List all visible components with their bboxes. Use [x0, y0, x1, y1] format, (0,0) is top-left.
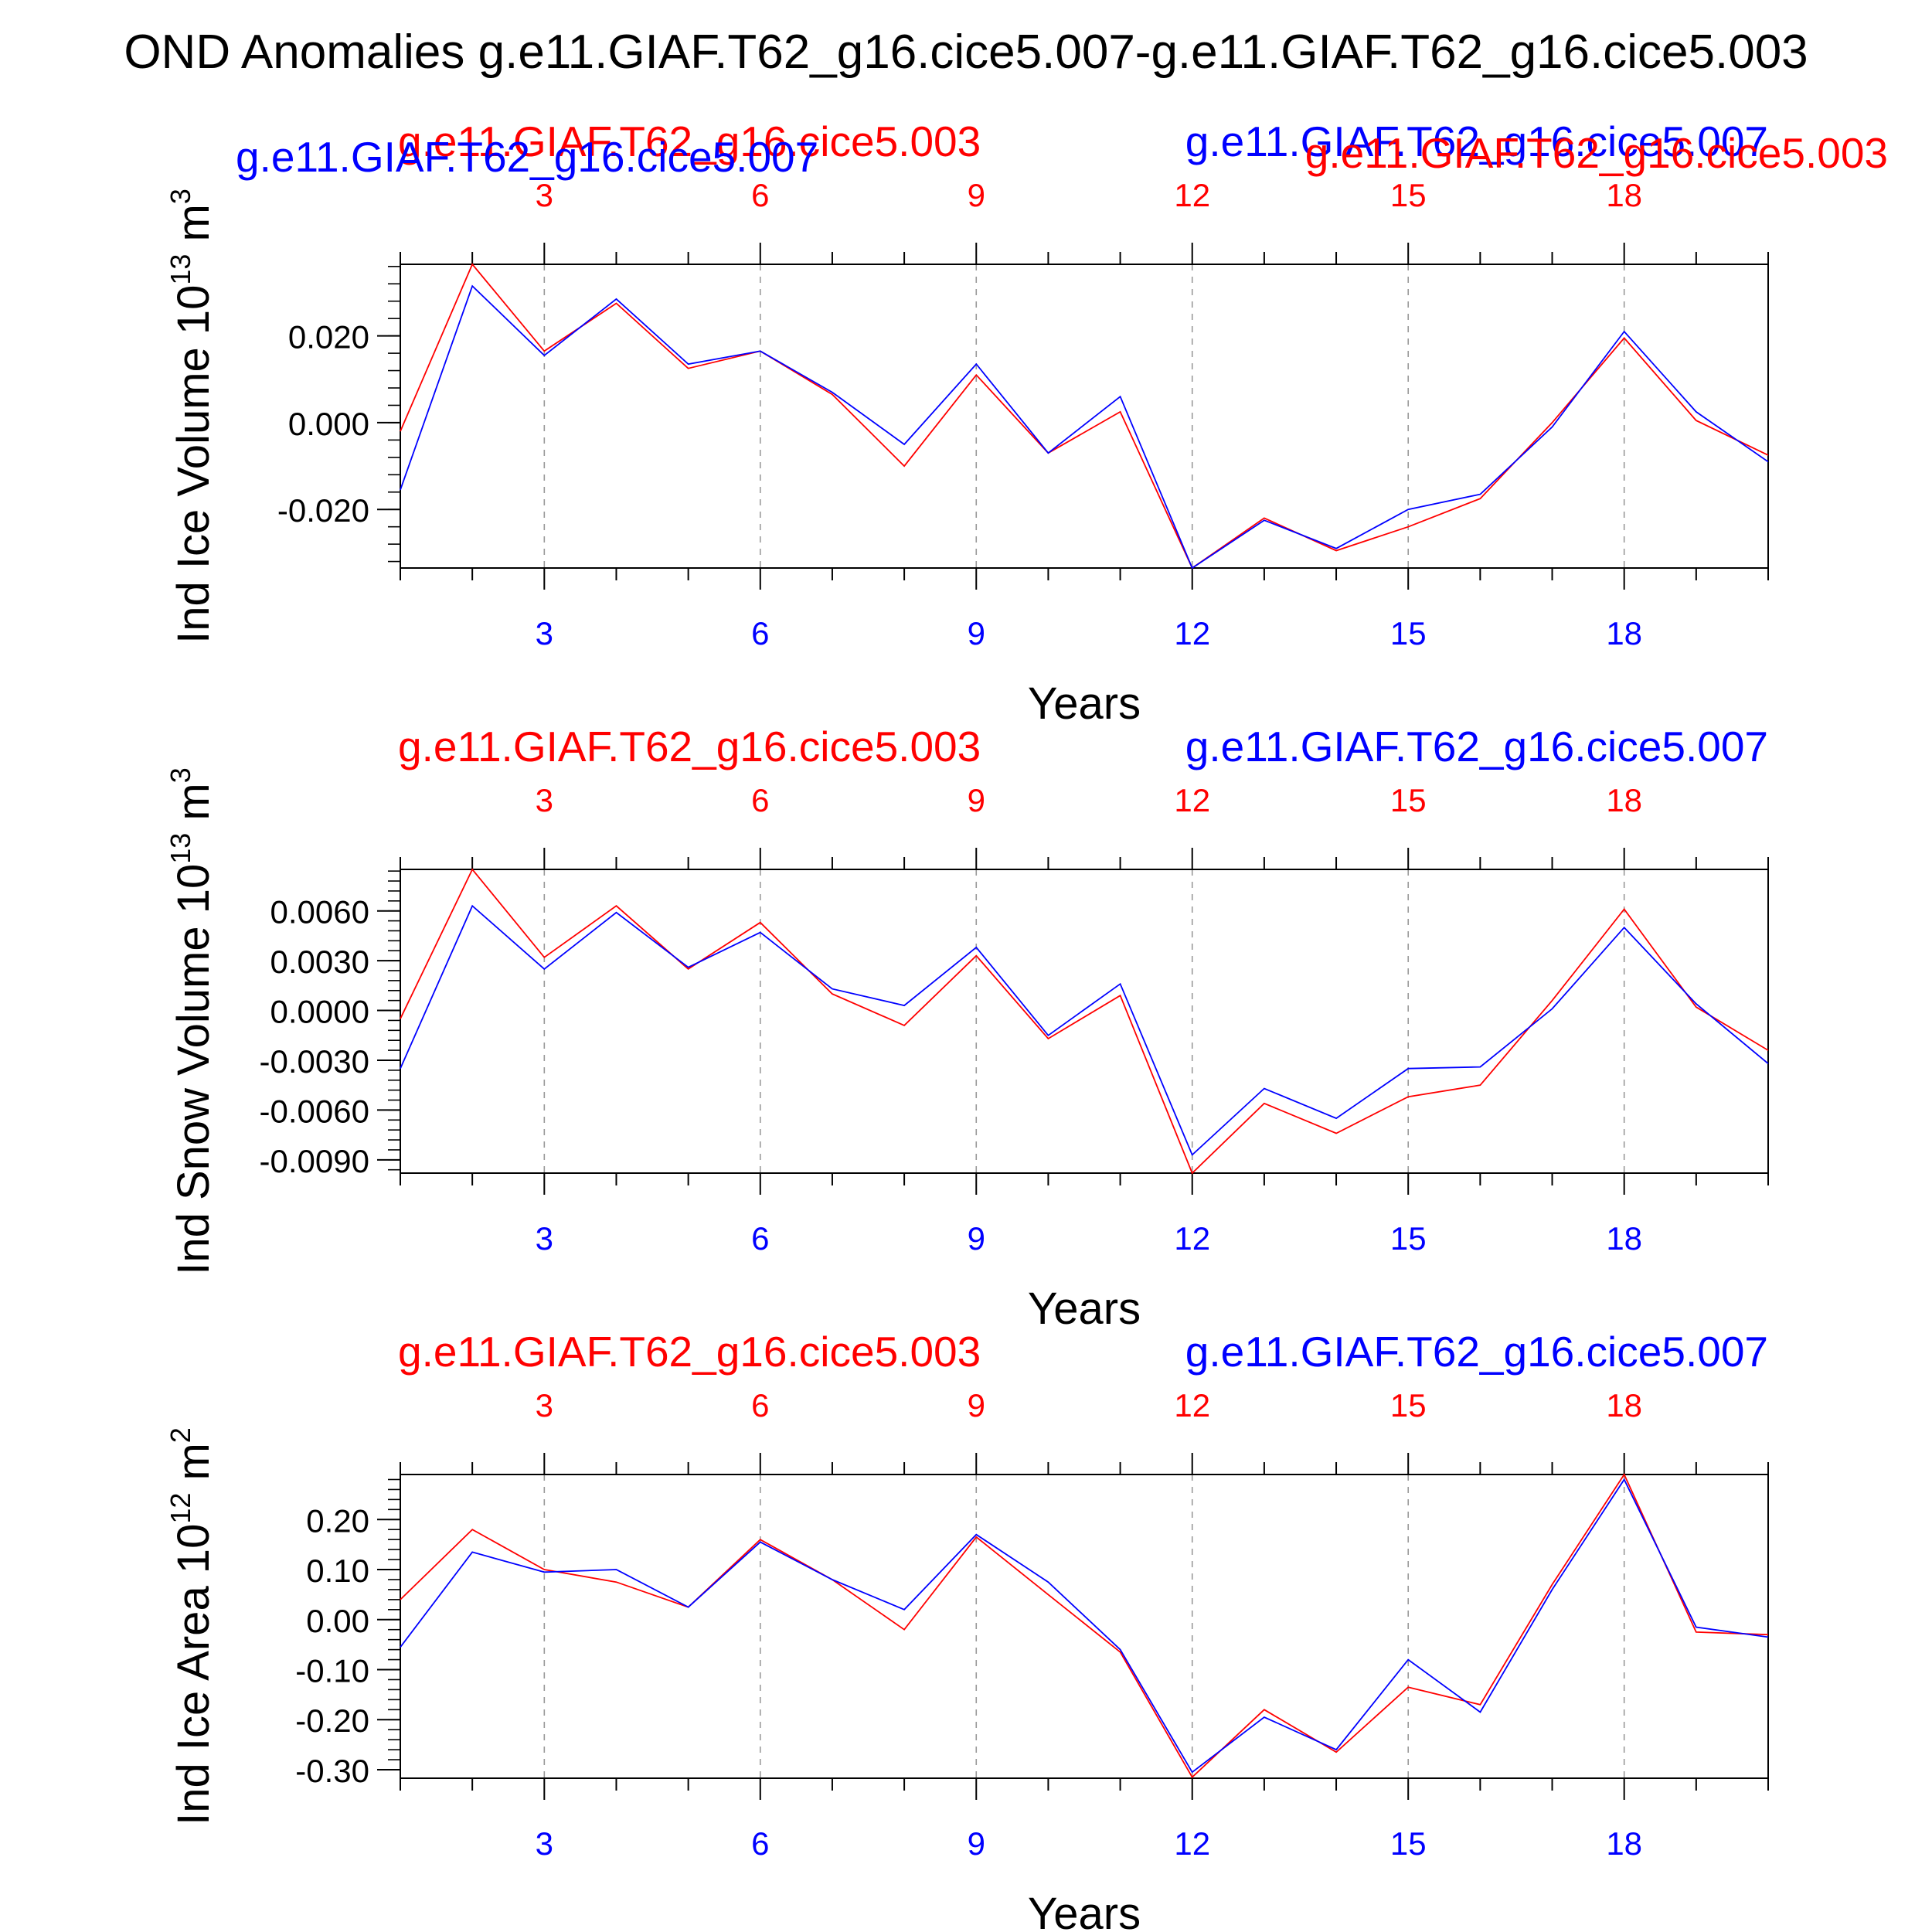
panel-title-right: g.e11.GIAF.T62_g16.cice5.007 — [1185, 723, 1768, 770]
x-top-tick-label: 18 — [1606, 177, 1642, 213]
x-tick-label: 9 — [968, 1825, 985, 1862]
x-top-tick-label: 18 — [1606, 782, 1642, 818]
x-top-tick-label: 12 — [1174, 782, 1210, 818]
x-top-tick-label: 15 — [1390, 1387, 1427, 1423]
y-tick-label: 0.000 — [288, 406, 369, 442]
x-top-tick-label: 6 — [751, 1387, 769, 1423]
x-tick-label: 3 — [536, 1220, 553, 1257]
y-tick-label: -0.30 — [295, 1753, 369, 1789]
x-tick-label: 6 — [751, 615, 769, 651]
series-line-red — [400, 1473, 1769, 1779]
y-axis-label: Ind Snow Volume 1013 m3 — [165, 767, 219, 1275]
y-axis-label: Ind Ice Area 1012 m2 — [165, 1427, 219, 1825]
x-tick-label: 3 — [536, 615, 553, 651]
y-axis-label: Ind Ice Volume 1013 m3 — [165, 189, 219, 644]
x-tick-label: 6 — [751, 1220, 769, 1257]
x-top-tick-label: 3 — [536, 782, 553, 818]
y-tick-label: 0.20 — [306, 1502, 369, 1539]
y-tick-label: -0.0090 — [260, 1143, 369, 1179]
x-top-tick-label: 3 — [536, 1387, 553, 1423]
series-line-blue — [400, 1478, 1769, 1774]
panel-title-left: g.e11.GIAF.T62_g16.cice5.003 — [398, 1328, 981, 1376]
x-top-tick-label: 18 — [1606, 1387, 1642, 1423]
plot-frame — [400, 1474, 1769, 1779]
x-tick-label: 18 — [1606, 615, 1642, 651]
x-top-tick-label: 9 — [968, 177, 985, 213]
x-top-tick-label: 6 — [751, 782, 769, 818]
plot-frame — [400, 869, 1769, 1174]
panel-extra-label-right: g.e11.GIAF.T62_g16.cice5.003 — [1305, 129, 1888, 177]
series-line-blue — [400, 284, 1769, 570]
panel-title-left: g.e11.GIAF.T62_g16.cice5.003 — [398, 117, 981, 165]
y-tick-label: 0.10 — [306, 1553, 369, 1589]
y-tick-label: 0.00 — [306, 1603, 369, 1639]
x-tick-label: 18 — [1606, 1825, 1642, 1862]
x-top-tick-label: 12 — [1174, 1387, 1210, 1423]
panel-extra-label-left: g.e11.GIAF.T62_g16.cice5.007 — [236, 133, 818, 181]
x-top-tick-label: 9 — [968, 782, 985, 818]
x-top-tick-label: 3 — [536, 177, 553, 213]
x-tick-label: 15 — [1390, 615, 1427, 651]
x-top-tick-label: 15 — [1390, 177, 1427, 213]
y-tick-label: 0.020 — [288, 319, 369, 355]
panel-title-left: g.e11.GIAF.T62_g16.cice5.003 — [398, 723, 981, 770]
panel-title-right: g.e11.GIAF.T62_g16.cice5.007 — [1185, 117, 1768, 165]
x-top-tick-label: 15 — [1390, 782, 1427, 818]
y-tick-label: -0.0060 — [260, 1093, 369, 1129]
y-tick-label: -0.0030 — [260, 1043, 369, 1080]
series-line-red — [400, 868, 1769, 1175]
x-top-tick-label: 6 — [751, 177, 769, 213]
y-tick-label: -0.020 — [277, 492, 369, 529]
panel-ice-area: 0.20 0.10 0.00 -0.10 -0.20 -0.30 3 3 6 6 9 9 12 12 15 1… — [165, 1328, 1769, 1932]
y-tick-label: 0.0060 — [270, 894, 369, 930]
panel-snow-volume: 0.0060 0.0030 0.0000 -0.0030 -0.0060 -0.0090 3… — [165, 723, 1769, 1334]
x-top-tick-label: 9 — [968, 1387, 985, 1423]
y-tick-label: -0.20 — [295, 1702, 369, 1739]
x-tick-label: 12 — [1174, 1220, 1210, 1257]
x-axis-label: Years — [1028, 1284, 1141, 1334]
panel-ice-volume: 0.0200.000-0.020336699121215151818g.e11.… — [165, 117, 1888, 729]
y-tick-label: 0.0030 — [270, 944, 369, 980]
x-tick-label: 3 — [536, 1825, 553, 1862]
x-top-tick-label: 12 — [1174, 177, 1210, 213]
x-tick-label: 12 — [1174, 615, 1210, 651]
x-axis-label: Years — [1028, 1889, 1141, 1932]
x-tick-label: 12 — [1174, 1825, 1210, 1862]
x-tick-label: 15 — [1390, 1220, 1427, 1257]
x-tick-label: 9 — [968, 615, 985, 651]
series-line-red — [400, 263, 1769, 570]
x-tick-label: 18 — [1606, 1220, 1642, 1257]
y-tick-label: 0.0000 — [270, 994, 369, 1030]
panel-title-right: g.e11.GIAF.T62_g16.cice5.007 — [1185, 1328, 1768, 1376]
series-line-blue — [400, 904, 1769, 1156]
plot-frame — [400, 264, 1769, 569]
x-axis-label: Years — [1028, 679, 1141, 729]
x-tick-label: 15 — [1390, 1825, 1427, 1862]
main-title: OND Anomalies g.e11.GIAF.T62_g16.cice5.0… — [124, 26, 1808, 79]
chart-panels: 0.0200.000-0.020336699121215151818g.e11.… — [165, 117, 1888, 1932]
x-tick-label: 6 — [751, 1825, 769, 1862]
y-tick-label: -0.10 — [295, 1653, 369, 1689]
x-tick-label: 9 — [968, 1220, 985, 1257]
